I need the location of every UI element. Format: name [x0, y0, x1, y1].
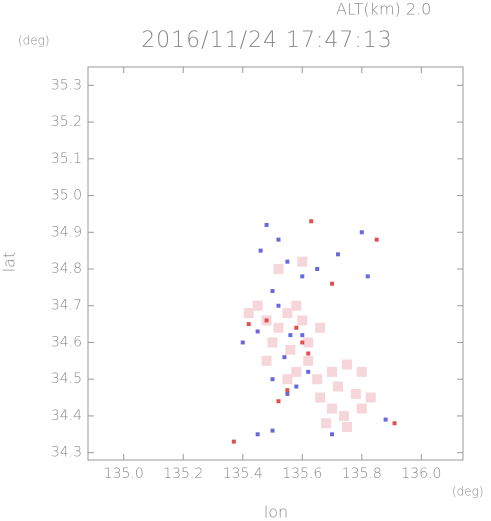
data-point — [252, 300, 263, 311]
y-tick-label: 34.6 — [51, 334, 82, 350]
data-point — [288, 333, 293, 338]
data-point — [282, 355, 287, 360]
data-point — [285, 259, 290, 264]
x-tick-label: 135.8 — [342, 466, 382, 482]
data-point — [246, 322, 251, 327]
data-point — [306, 369, 311, 374]
data-point — [350, 388, 361, 399]
data-point — [267, 337, 278, 348]
y-unit: (deg) — [18, 34, 50, 48]
data-point — [282, 308, 293, 319]
altitude-label: ALT(km) 2.0 — [336, 0, 431, 19]
data-point — [365, 392, 376, 403]
data-point — [273, 322, 284, 333]
x-tick-label: 135.4 — [223, 466, 263, 482]
y-tick-label: 35.1 — [51, 151, 82, 167]
data-point — [315, 322, 326, 333]
data-point — [341, 359, 352, 370]
data-point — [341, 421, 352, 432]
data-point — [270, 377, 275, 382]
data-point — [338, 410, 349, 421]
data-point — [374, 237, 379, 242]
y-tick-label: 34.8 — [51, 261, 82, 277]
data-point — [240, 340, 245, 345]
y-tick-label: 35.2 — [51, 114, 82, 130]
y-tick-label: 34.4 — [51, 408, 82, 424]
data-point — [356, 403, 367, 414]
data-point — [297, 256, 308, 267]
x-tick-label: 135.0 — [104, 466, 144, 482]
data-point — [255, 432, 260, 437]
data-point — [270, 289, 275, 294]
data-point — [282, 374, 293, 385]
data-point — [306, 351, 311, 356]
x-unit: (deg) — [452, 485, 484, 499]
y-tick-label: 34.7 — [51, 298, 82, 314]
data-point — [300, 333, 305, 338]
data-point — [243, 308, 254, 319]
y-axis-label: lat — [0, 252, 19, 273]
data-point — [327, 403, 338, 414]
data-point — [303, 337, 314, 348]
data-point — [276, 399, 281, 404]
data-point — [270, 428, 275, 433]
data-point — [273, 264, 284, 275]
data-point — [303, 355, 314, 366]
data-point — [315, 392, 326, 403]
data-point — [359, 230, 364, 235]
data-point — [294, 384, 299, 389]
data-point — [300, 340, 305, 345]
data-point — [333, 381, 343, 392]
data-point — [315, 267, 320, 272]
data-point — [258, 248, 263, 253]
data-point — [264, 222, 269, 227]
data-point — [285, 391, 290, 396]
data-point — [285, 344, 296, 355]
data-point — [264, 318, 269, 323]
y-tick-label: 34.9 — [51, 224, 82, 240]
data-point — [312, 374, 323, 385]
data-point — [330, 281, 335, 286]
x-tick-label: 135.2 — [163, 466, 203, 482]
data-point — [276, 303, 281, 308]
y-tick-label: 35.0 — [51, 188, 82, 204]
data-point — [321, 418, 332, 429]
data-point — [231, 439, 236, 444]
data-point — [285, 388, 290, 393]
data-point — [356, 366, 367, 377]
x-tick-label: 135.6 — [282, 466, 322, 482]
y-tick-label: 34.5 — [51, 371, 82, 387]
data-point — [276, 237, 281, 242]
data-point — [261, 355, 272, 366]
chart-title: 2016/11/24 17:47:13 — [141, 28, 393, 53]
data-point — [291, 300, 302, 311]
y-tick-label: 34.3 — [51, 445, 82, 461]
data-point — [365, 274, 370, 279]
x-axis-label: lon — [264, 503, 288, 521]
data-point — [255, 329, 260, 334]
plot-frame — [87, 66, 464, 461]
data-point — [336, 252, 340, 257]
data-point — [392, 421, 397, 426]
data-point — [383, 417, 388, 422]
data-point — [294, 325, 299, 330]
data-point — [309, 219, 314, 224]
data-point — [327, 366, 338, 377]
data-point — [330, 432, 335, 437]
data-point — [291, 366, 302, 377]
data-point — [300, 274, 305, 279]
x-tick-label: 136.0 — [401, 466, 441, 482]
y-tick-label: 35.3 — [51, 77, 82, 93]
data-point — [297, 315, 308, 326]
